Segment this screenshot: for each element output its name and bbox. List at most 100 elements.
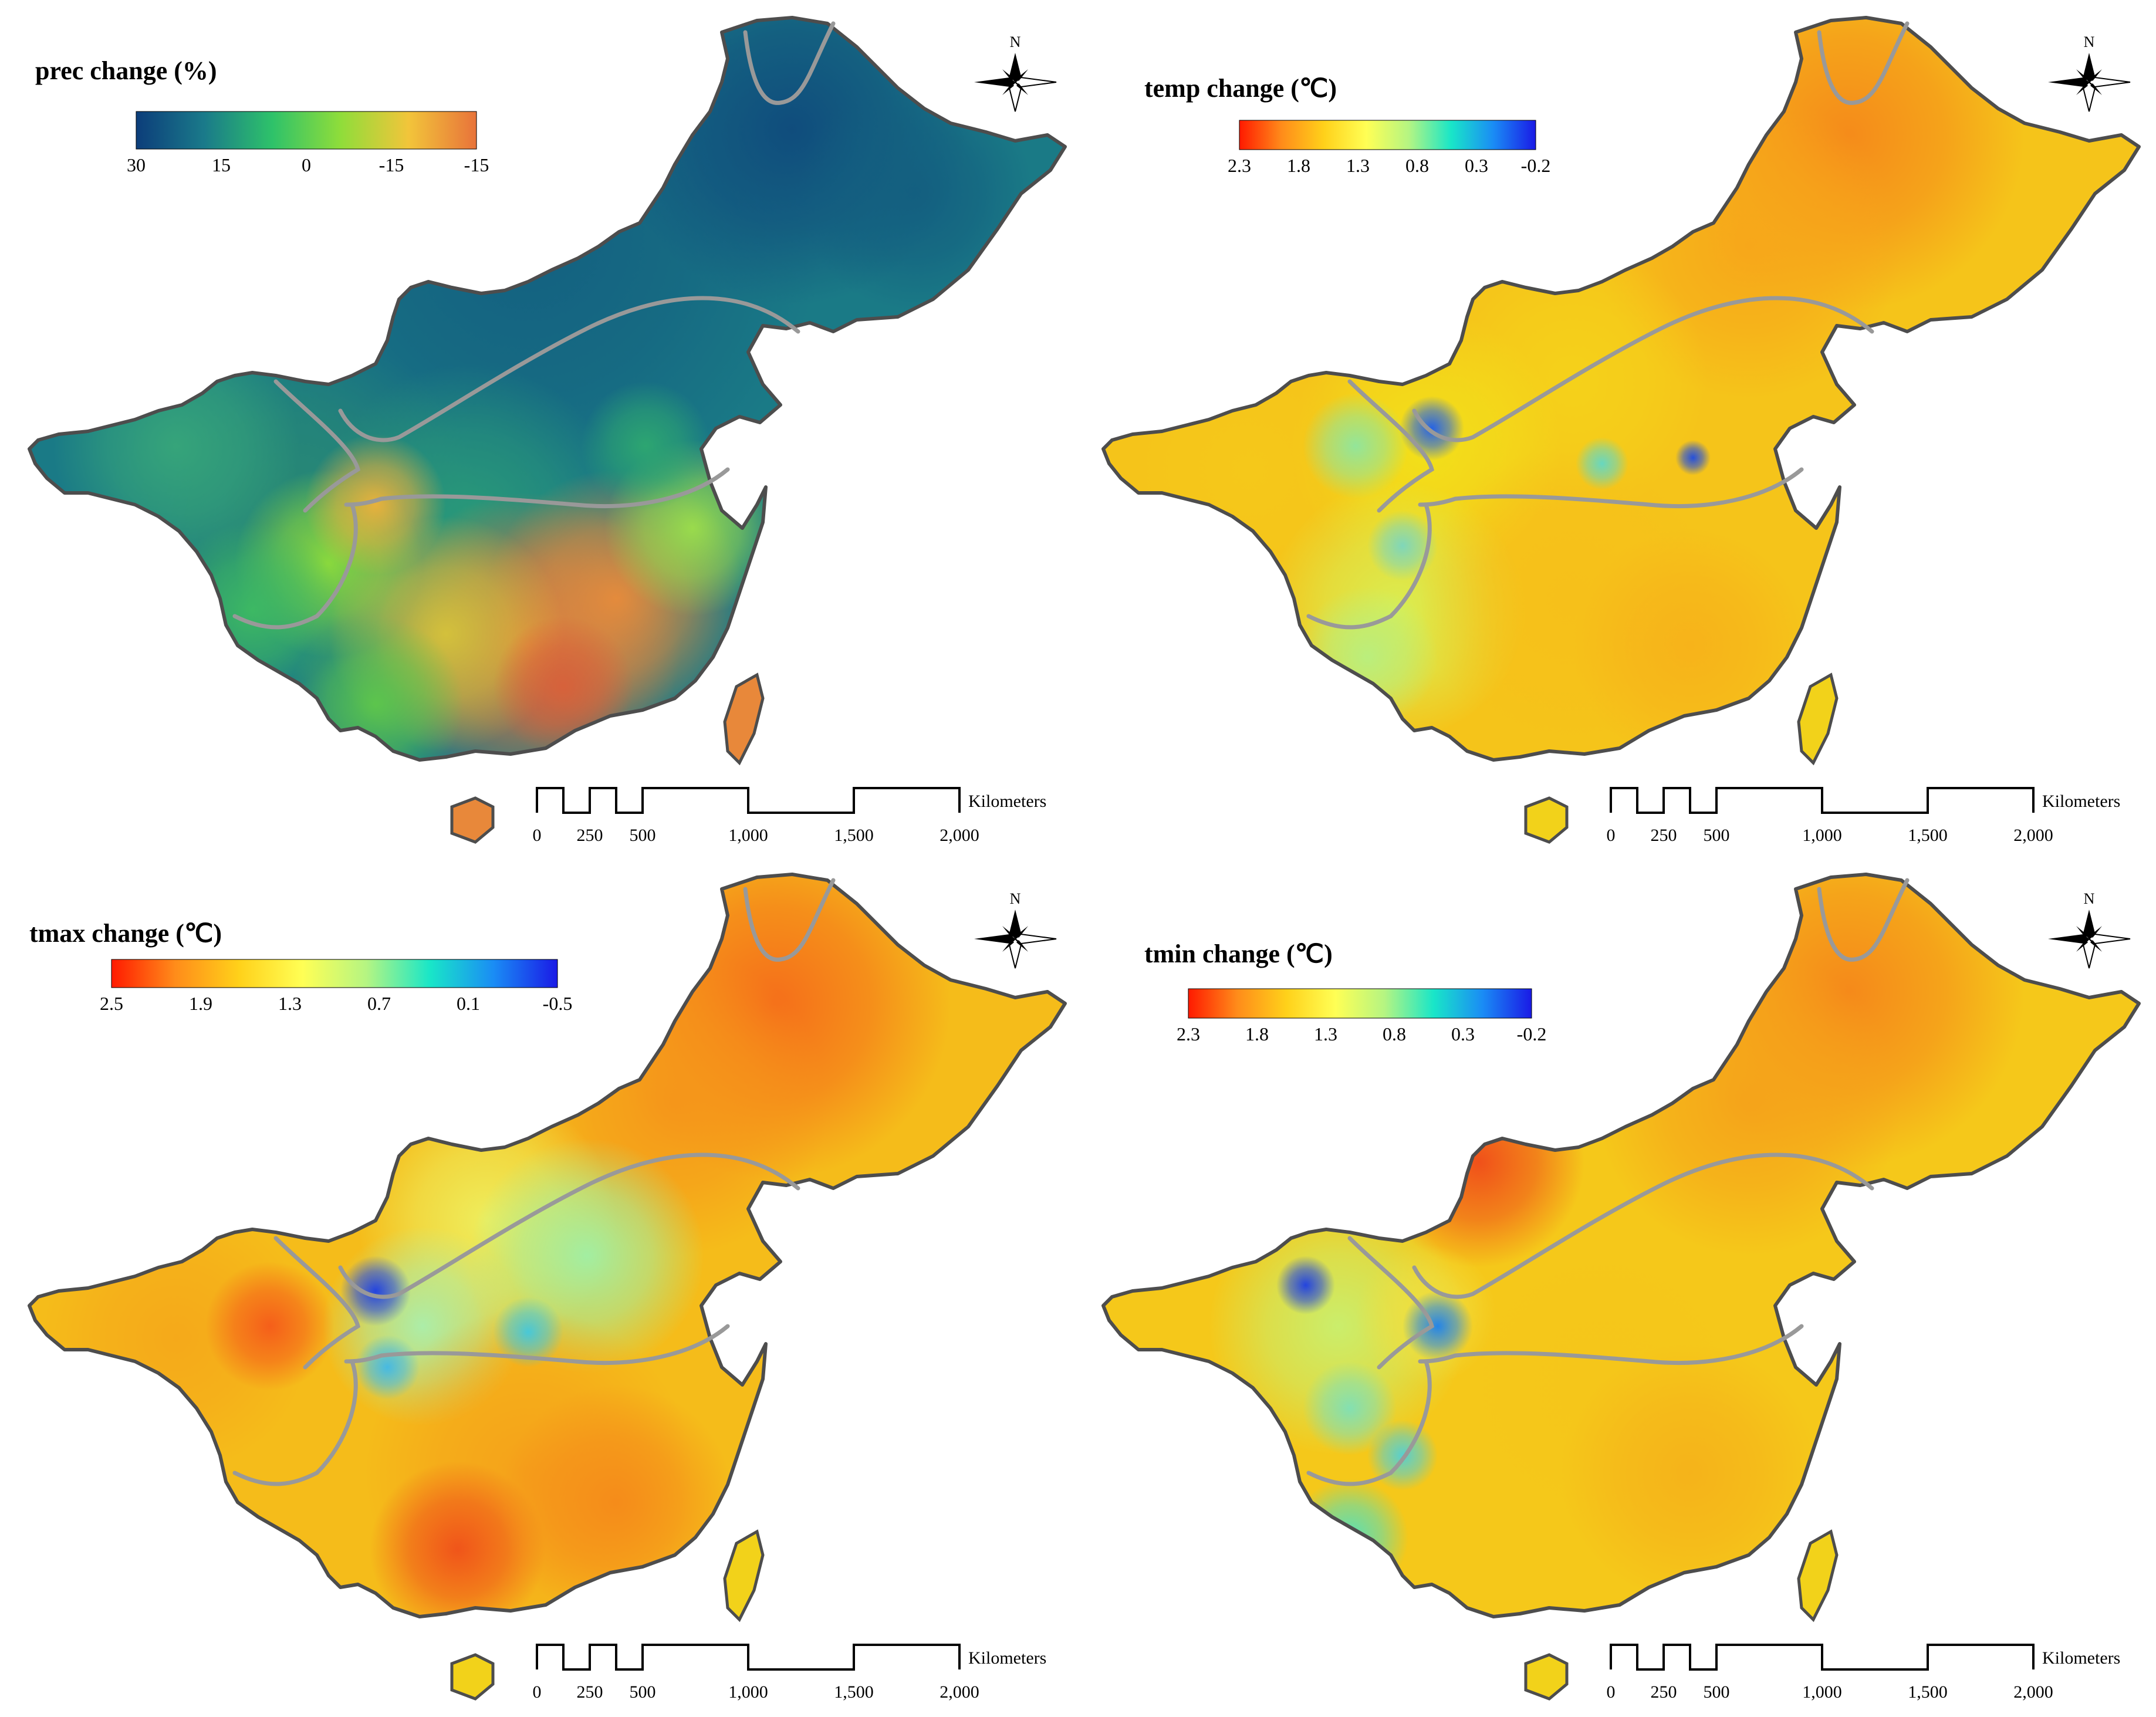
legend-tick: 0 xyxy=(302,154,311,175)
north-arrow-icon: N xyxy=(2048,33,2131,112)
legend-tick: 0.7 xyxy=(367,993,391,1014)
island xyxy=(1524,796,1569,844)
legend-tick: 1.3 xyxy=(1314,1023,1337,1045)
scale-tick: 0 xyxy=(533,826,542,845)
scale-tick: 1,500 xyxy=(1908,1682,1948,1702)
country-border xyxy=(1101,16,2141,762)
legend-tick: 1.3 xyxy=(1346,155,1370,176)
panel-title: tmin change (℃) xyxy=(1144,939,1333,968)
region-boundary xyxy=(1306,1359,1432,1486)
legend-colorbar: 30 15 0 -15 -15 xyxy=(127,111,489,175)
scale-tick: 250 xyxy=(577,1682,603,1702)
scale-unit: Kilometers xyxy=(968,1648,1046,1668)
scale-tick: 250 xyxy=(1651,1682,1677,1702)
scale-bar: 0 250 500 1,000 1,500 2,000 Kilometers xyxy=(533,787,1046,845)
island xyxy=(723,1529,765,1623)
scale-tick: 1,500 xyxy=(834,826,874,845)
region-boundary xyxy=(1418,467,1804,508)
region-boundary xyxy=(1347,379,1435,513)
map-panel-temp: temp change (℃) 2.3 1.8 1.3 0.8 0.3 -0.2 N 0 250 5… xyxy=(1101,16,2141,845)
scale-tick: 0 xyxy=(533,1682,542,1702)
north-label: N xyxy=(2084,33,2095,50)
scale-tick: 1,000 xyxy=(1802,1682,1842,1702)
region-boundary xyxy=(1418,1324,1804,1365)
legend-colorbar: 2.3 1.8 1.3 0.8 0.3 -0.2 xyxy=(1177,988,1547,1045)
scale-tick: 2,000 xyxy=(940,826,979,845)
north-label: N xyxy=(2084,890,2095,907)
region-boundary xyxy=(344,1324,730,1365)
legend-colorbar: 2.3 1.8 1.3 0.8 0.3 -0.2 xyxy=(1228,120,1550,176)
country-border xyxy=(28,873,1067,1618)
region-boundary xyxy=(1347,1236,1435,1370)
legend-tick: 2.5 xyxy=(100,993,123,1014)
legend-tick: 1.8 xyxy=(1245,1023,1269,1045)
scale-tick: 500 xyxy=(630,1682,656,1702)
legend-tick: 1.3 xyxy=(278,993,302,1014)
scale-tick: 2,000 xyxy=(940,1682,979,1702)
island xyxy=(1797,1529,1839,1623)
scale-unit: Kilometers xyxy=(2042,792,2120,811)
scale-tick: 250 xyxy=(577,826,603,845)
island xyxy=(450,1653,495,1701)
legend-tick: -15 xyxy=(464,154,489,175)
scale-tick: 1,500 xyxy=(834,1682,874,1702)
scale-tick: 1,500 xyxy=(1908,826,1948,845)
scale-unit: Kilometers xyxy=(2042,1648,2120,1668)
legend-tick: 1.8 xyxy=(1287,155,1310,176)
legend-tick: -0.2 xyxy=(1517,1023,1547,1045)
north-arrow-icon: N xyxy=(2048,890,2131,969)
legend-tick: 2.3 xyxy=(1228,155,1251,176)
region-boundary xyxy=(1412,1152,1874,1299)
scale-bar: 0 250 500 1,000 1,500 2,000 Kilometers xyxy=(533,1644,1046,1702)
region-boundary xyxy=(232,1359,358,1486)
region-boundary xyxy=(344,467,730,508)
scale-tick: 2,000 xyxy=(2013,826,2053,845)
scale-tick: 500 xyxy=(1704,1682,1730,1702)
country-border xyxy=(1101,873,2141,1618)
panel-title: tmax change (℃) xyxy=(29,919,222,948)
legend-tick: 2.3 xyxy=(1177,1023,1200,1045)
legend-tick: 15 xyxy=(212,154,231,175)
panel-title: prec change (%) xyxy=(35,56,217,85)
legend-tick: 0.8 xyxy=(1383,1023,1406,1045)
legend-tick: -0.2 xyxy=(1521,155,1551,176)
region-boundary xyxy=(743,21,836,105)
scale-tick: 2,000 xyxy=(2013,1682,2053,1702)
scale-tick: 1,000 xyxy=(1802,826,1842,845)
country-border xyxy=(28,16,1067,762)
region-boundary xyxy=(1817,878,1910,962)
region-boundary xyxy=(743,878,836,962)
panel-title: temp change (℃) xyxy=(1144,74,1337,103)
island xyxy=(1797,672,1839,766)
scale-bar: 0 250 500 1,000 1,500 2,000 Kilometers xyxy=(1607,787,2120,845)
scale-tick: 500 xyxy=(1704,826,1730,845)
map-panel-tmin: tmin change (℃) 2.3 1.8 1.3 0.8 0.3 -0.2 N 0 250 5… xyxy=(1101,873,2141,1702)
legend-colorbar: 2.5 1.9 1.3 0.7 0.1 -0.5 xyxy=(100,959,572,1014)
legend-tick: 0.1 xyxy=(457,993,480,1014)
scale-tick: 0 xyxy=(1607,1682,1616,1702)
north-label: N xyxy=(1010,33,1021,50)
legend-tick: -15 xyxy=(379,154,404,175)
scale-unit: Kilometers xyxy=(968,792,1046,811)
north-arrow-icon: N xyxy=(974,33,1057,112)
region-boundary xyxy=(1817,21,1910,105)
legend-tick: 0.3 xyxy=(1451,1023,1475,1045)
region-boundary xyxy=(1306,502,1432,630)
legend-tick: 30 xyxy=(127,154,146,175)
region-boundary xyxy=(338,1152,800,1299)
legend-tick: 0.8 xyxy=(1405,155,1429,176)
north-arrow-icon: N xyxy=(974,890,1057,969)
legend-tick: 1.9 xyxy=(189,993,212,1014)
region-boundary xyxy=(273,1236,361,1370)
island xyxy=(1524,1653,1569,1701)
map-panel-prec: prec change (%) 30 15 0 -15 -15 N 0 250 500 1,000 1… xyxy=(28,16,1067,845)
scale-bar: 0 250 500 1,000 1,500 2,000 Kilometers xyxy=(1607,1644,2120,1702)
island xyxy=(450,796,495,844)
legend-tick: 0.3 xyxy=(1465,155,1488,176)
legend-tick: -0.5 xyxy=(543,993,573,1014)
map-panel-tmax: tmax change (℃) 2.5 1.9 1.3 0.7 0.1 -0.5 N 0 250 5… xyxy=(28,873,1067,1702)
north-label: N xyxy=(1010,890,1021,907)
island xyxy=(723,672,765,766)
